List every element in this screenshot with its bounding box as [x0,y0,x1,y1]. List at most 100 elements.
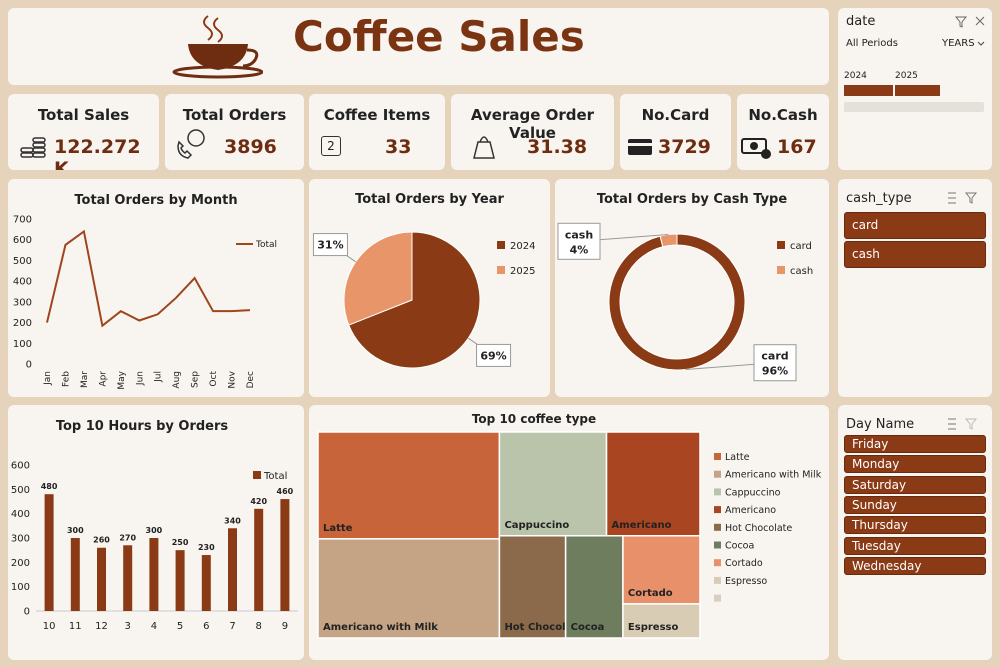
slicer-item[interactable]: Saturday [844,475,986,494]
legend-swatch [714,506,721,514]
data-label: 96% [762,365,788,378]
x-tick-label: Mar [80,371,90,388]
bar [44,494,54,611]
legend-label: Espresso [725,576,767,587]
legend-label: Cocoa [725,541,754,552]
day-slicer: Day Name Friday Monday Saturday Sunday Thurs… [838,405,992,660]
legend-swatch [714,470,721,478]
y-tick-label: 0 [24,607,30,618]
x-tick-label: Nov [228,370,238,388]
treemap-cell [622,603,701,639]
slicer-item[interactable]: Thursday [844,516,986,535]
slicer-item[interactable]: Monday [844,455,986,474]
legend-label: Cappuccino [725,487,781,498]
dropdown-arrow[interactable] [976,39,986,49]
line-chart: Total Orders by Month 0 100 200 300 400 500 600… [13,193,277,390]
kpi-value: 3729 [658,136,711,158]
treemap-cell [317,538,501,639]
pie-chart: Total Orders by Year 69% 31% 2024 2025 [312,192,535,369]
kpi-value: 31.38 [527,136,588,158]
kpi-value: 167 [777,136,817,158]
x-tick-label: 8 [256,621,262,632]
bar [228,528,237,611]
period-label: All Periods [846,38,898,49]
legend-swatch [253,471,261,479]
legend-label: Latte [725,452,750,463]
x-tick-label: Feb [61,371,71,387]
data-label: 420 [250,497,267,506]
x-tick-label: Jul [154,371,164,383]
x-tick-label: Jan [43,371,53,386]
chart-panel: Top 10 Hours by Orders 0 100 200 300 400 500 60… [8,405,304,660]
data-label-box [476,343,512,367]
kpi-label: Coffee Items [323,106,431,124]
legend-swatch [714,453,721,460]
legend-label: Hot Chocolate [725,523,792,534]
chart-title: Top 10 Hours by Orders [56,419,229,434]
treemap-cell [498,431,608,537]
bar [70,538,80,611]
legend-label: 2025 [510,266,535,277]
slicer-title: date [846,14,876,29]
legend-label: Americano with Milk [725,470,822,481]
chart-panel: Total Orders by Year 69% 31% 2024 2025 [309,179,550,397]
coins-icon [20,137,46,158]
bar [123,545,133,611]
slicer-item[interactable]: Wednesday [844,556,986,575]
level-selector[interactable]: YEARS [942,38,975,49]
slice [608,233,746,371]
x-tick-label: 4 [151,621,157,632]
cash-icon [741,138,771,159]
legend-swatch [497,241,505,249]
cell-label: Americano with Milk [323,622,438,633]
slicer-item[interactable]: Sunday [844,495,986,514]
chart-title: Top 10 coffee type [472,412,596,426]
x-tick-label: Apr [98,371,108,387]
bar [149,538,159,611]
slicer-title: cash_type [846,191,912,206]
data-label-box [557,222,601,260]
timeline-bar[interactable] [895,85,940,96]
y-tick-label: 400 [13,277,32,288]
chart-title: Total Orders by Cash Type [597,192,788,207]
timeline-bar[interactable] [844,85,893,96]
treemap-cell [498,535,567,639]
y-tick-label: 200 [11,558,30,569]
bar [175,550,185,611]
data-label: 69% [480,349,506,362]
data-label: 300 [67,526,84,535]
x-tick-label: Jun [135,371,145,386]
scrollbar[interactable] [844,102,984,112]
legend-swatch [714,523,721,531]
x-tick-label: 5 [177,621,183,632]
y-tick-label: 400 [11,509,30,520]
slicer-tools[interactable] [942,414,982,434]
slicer-item[interactable]: Friday [844,435,986,453]
coffee-cup-icon [172,15,263,79]
legend-label: card [790,241,812,252]
slicer-item[interactable]: Tuesday [844,536,986,555]
header-panel: Coffee Sales [8,8,829,85]
kpi-label: No.Cash [748,106,818,124]
data-label-box [753,344,797,382]
treemap-cell [605,431,701,537]
slicer-tools[interactable] [950,12,990,32]
legend-label: cash [790,266,813,277]
timeline-label: 2025 [895,71,918,81]
slicer-tools[interactable] [942,188,982,208]
slice [659,233,678,248]
slicer-item[interactable]: card [844,212,986,239]
y-tick-label: 500 [13,256,32,267]
chart-title: Total Orders by Month [74,193,237,208]
bar-chart: Top 10 Hours by Orders 0 100 200 300 400 500 60… [11,419,298,632]
cell-label: Latte [323,523,353,534]
data-label: 270 [119,533,136,542]
data-label: 4% [570,243,589,256]
data-label: 230 [198,543,215,552]
slicer-item[interactable]: cash [844,241,986,268]
kpi-value: 122.272 K [54,136,141,170]
legend-swatch [714,576,721,584]
y-tick-label: 0 [26,360,32,371]
data-label: 31% [317,239,343,252]
